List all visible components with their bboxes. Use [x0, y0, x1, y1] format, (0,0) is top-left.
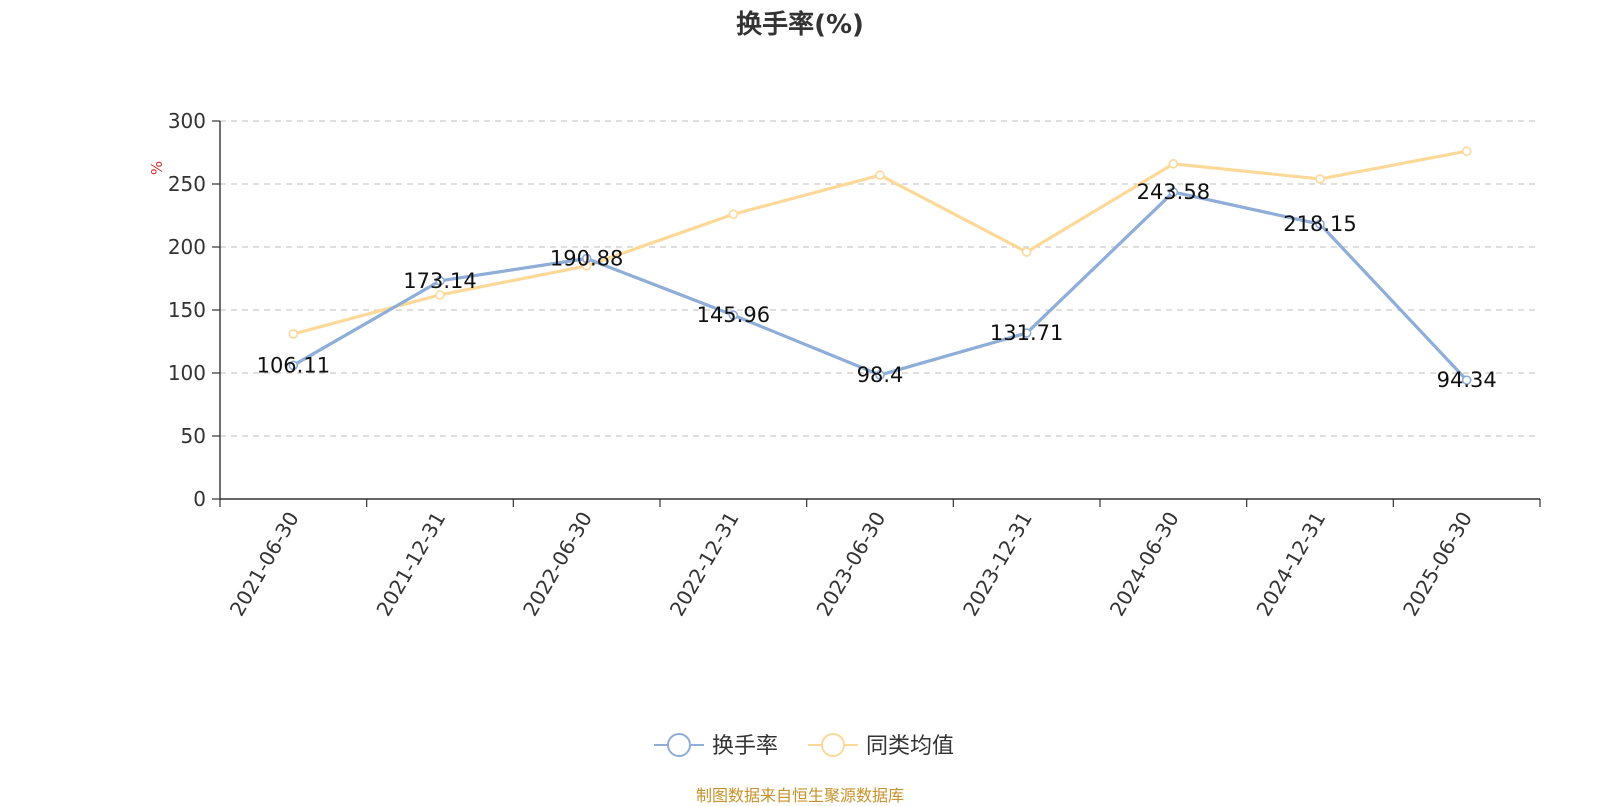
x-tick-label: 2021-12-31	[371, 508, 450, 621]
data-label: 190.88	[550, 246, 623, 270]
data-label: 145.96	[697, 303, 770, 327]
x-tick-label: 2022-06-30	[518, 508, 597, 621]
data-labels: 106.11 173.14 190.88 145.96 98.4 131.71 243.58…	[257, 180, 1497, 392]
x-tick-label: 2021-06-30	[225, 508, 304, 621]
data-label: 218.15	[1283, 212, 1356, 236]
series-point-0	[1461, 375, 1472, 385]
series-point-0	[1021, 328, 1032, 338]
series-point-1	[1315, 174, 1325, 184]
x-tick-label: 2024-06-30	[1105, 508, 1184, 621]
y-tick-label: 0	[193, 487, 206, 511]
y-tick-label: 50	[181, 424, 206, 448]
series-point-0	[875, 370, 885, 380]
y-tick-label: 200	[168, 235, 206, 259]
series-point-1	[435, 290, 445, 300]
series-point-0	[435, 276, 445, 286]
data-label: 106.11	[257, 353, 330, 377]
data-label: 98.4	[857, 363, 904, 387]
legend-label-1: 同类均值	[866, 734, 954, 759]
data-label: 243.58	[1137, 180, 1210, 204]
y-tick-label: 300	[168, 109, 206, 133]
legend-marker-1	[821, 733, 845, 757]
series-lines	[288, 146, 1472, 385]
series-point-0	[288, 360, 299, 371]
series-point-1	[875, 170, 885, 180]
series-point-1	[1021, 247, 1032, 257]
series-point-0	[1315, 219, 1325, 229]
series-point-0	[728, 310, 739, 320]
series-point-0	[581, 253, 592, 264]
x-tick-label: 2022-12-31	[665, 508, 744, 621]
series-point-1	[1461, 146, 1472, 157]
legend-marker-0	[667, 733, 691, 757]
legend: 换手率 同类均值	[654, 733, 954, 759]
series-point-0	[1168, 187, 1179, 197]
data-label: 131.71	[990, 321, 1063, 345]
series-point-1	[1168, 159, 1179, 169]
data-label: 173.14	[403, 269, 476, 293]
data-label: 94.34	[1437, 368, 1497, 392]
x-tick-label: 2023-06-30	[811, 508, 890, 621]
x-tick-label: 2023-12-31	[958, 508, 1037, 621]
y-tick-label: 150	[168, 298, 206, 322]
legend-label-0: 换手率	[712, 734, 778, 759]
y-axis-unit: %	[148, 161, 166, 175]
series-point-1	[728, 209, 739, 220]
y-tick-label: 250	[168, 172, 206, 196]
y-tick-label: 100	[168, 361, 206, 385]
x-tick-label: 2025-06-30	[1398, 508, 1477, 621]
chart-title: 换手率(%)	[736, 10, 864, 40]
x-tick-label: 2024-12-31	[1251, 508, 1330, 621]
series-point-1	[288, 329, 299, 339]
source-note: 制图数据来自恒生聚源数据库	[695, 786, 904, 805]
